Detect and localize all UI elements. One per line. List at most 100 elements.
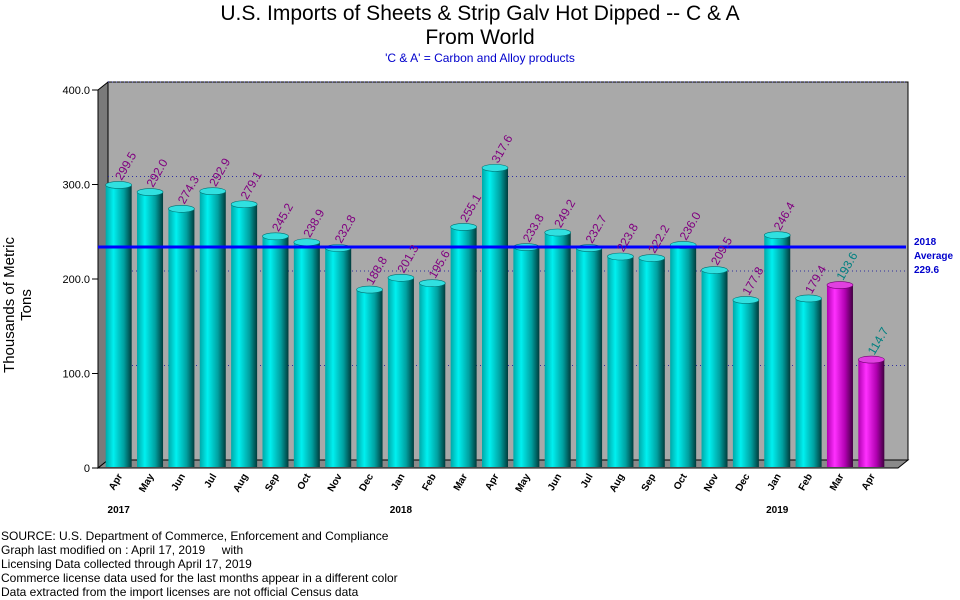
x-tick-label: Feb <box>420 472 438 493</box>
source-note: Graph last modified on : April 17, 2019 … <box>1 543 244 557</box>
bar-cap <box>450 223 477 231</box>
bar-body <box>826 285 853 467</box>
bar <box>262 232 289 467</box>
bar-body <box>764 235 791 467</box>
bar-body <box>638 258 665 467</box>
x-tick-label: Mar <box>452 472 470 493</box>
source-note: Data extracted from the import licenses … <box>1 585 359 599</box>
x-tick-label: Jun <box>170 472 188 493</box>
bar-cap <box>826 281 854 289</box>
x-tick-label: Dec <box>734 472 753 494</box>
x-tick-label: Feb <box>797 472 815 493</box>
bar-body <box>513 247 540 467</box>
bar-body <box>231 204 258 468</box>
bar-cap <box>638 254 666 262</box>
x-tick-label: Apr <box>483 472 501 493</box>
bar-body <box>262 236 289 467</box>
bar-body <box>419 283 446 467</box>
source-note: Commerce license data used for the last … <box>1 571 398 585</box>
bar-cap <box>105 181 132 189</box>
bar <box>826 281 854 467</box>
x-tick-label: May <box>137 472 156 495</box>
bar <box>324 244 352 467</box>
source-note: SOURCE: U.S. Department of Commerce, Enf… <box>1 529 389 543</box>
bar-body <box>168 208 195 467</box>
bar <box>763 231 791 467</box>
x-tick-label: Jul <box>579 472 596 490</box>
bar <box>638 254 666 467</box>
bar-body <box>325 248 352 467</box>
bar-body <box>105 184 132 467</box>
bar-body <box>795 298 822 467</box>
bar-cap <box>607 252 634 261</box>
bar-body <box>607 256 634 467</box>
bar <box>168 204 195 467</box>
bar-body <box>732 299 759 467</box>
bar <box>105 181 132 467</box>
bar <box>418 279 446 467</box>
bar-cap <box>356 285 383 294</box>
bar-cap <box>732 296 760 304</box>
bar <box>732 296 760 467</box>
chart-subtitle: 'C & A' = Carbon and Alloy products <box>385 51 575 65</box>
bar-cap <box>293 238 321 247</box>
bar <box>450 223 477 467</box>
year-label: 2017 <box>108 505 131 516</box>
average-label: 229.6 <box>914 265 939 276</box>
x-tick-label: Oct <box>296 471 314 492</box>
y-tick-label: 200.0 <box>62 274 90 286</box>
average-label: 2018 <box>914 237 937 248</box>
bar-body <box>387 277 414 467</box>
y-tick-label: 400.0 <box>62 85 90 97</box>
bar-body <box>576 248 603 467</box>
year-label: 2019 <box>766 505 789 516</box>
bar-cap <box>795 294 822 303</box>
bar <box>701 266 728 467</box>
bar-body <box>858 359 885 467</box>
x-tick-label: Jan <box>766 472 784 492</box>
x-tick-label: Jun <box>546 472 564 493</box>
bar-cap <box>763 231 791 239</box>
y-tick-label: 300.0 <box>62 180 90 192</box>
bar <box>356 285 383 467</box>
bar <box>607 252 634 467</box>
bar <box>136 188 164 467</box>
bar-cap <box>230 200 258 209</box>
x-tick-label: Apr <box>860 472 878 493</box>
x-tick-label: Jul <box>203 472 220 490</box>
bar-cap <box>387 273 415 282</box>
chart-title-line1: U.S. Imports of Sheets & Strip Galv Hot … <box>220 2 740 25</box>
bar-cap <box>481 164 509 172</box>
bar-cap <box>858 355 885 364</box>
x-tick-label: Nov <box>326 472 345 494</box>
x-tick-label: Oct <box>672 471 690 492</box>
bar-body <box>199 191 226 467</box>
bar-body <box>293 242 320 467</box>
bar-body <box>137 192 164 467</box>
bar <box>199 187 227 467</box>
x-tick-label: May <box>514 472 533 495</box>
bar-body <box>670 244 697 467</box>
x-tick-label: Aug <box>231 472 250 494</box>
chart-title-line2: From World <box>425 26 535 49</box>
bar-cap <box>199 187 227 196</box>
bar <box>669 241 697 467</box>
bar-cap <box>418 279 446 287</box>
bar-body <box>356 289 383 467</box>
bar-cap <box>544 228 572 237</box>
bar-cap <box>262 232 289 241</box>
bar-body <box>544 232 571 467</box>
y-tick-label: 100.0 <box>62 369 90 381</box>
bar-chart: 0 100.0 200.0 300.0 400.0 2018 Average 229.6 A… <box>62 80 954 516</box>
x-tick-label: Apr <box>107 472 125 493</box>
y-tick-label: 0 <box>84 463 90 475</box>
x-tick-label: Sep <box>263 472 282 493</box>
x-tick-label: Dec <box>357 472 376 494</box>
bar <box>544 228 572 467</box>
bar <box>481 164 509 468</box>
source-notes: SOURCE: U.S. Department of Commerce, Enf… <box>1 529 398 599</box>
x-tick-label: Mar <box>828 472 846 493</box>
x-tick-label: Nov <box>702 472 721 494</box>
bar-cap <box>136 188 164 196</box>
bar <box>293 238 321 467</box>
